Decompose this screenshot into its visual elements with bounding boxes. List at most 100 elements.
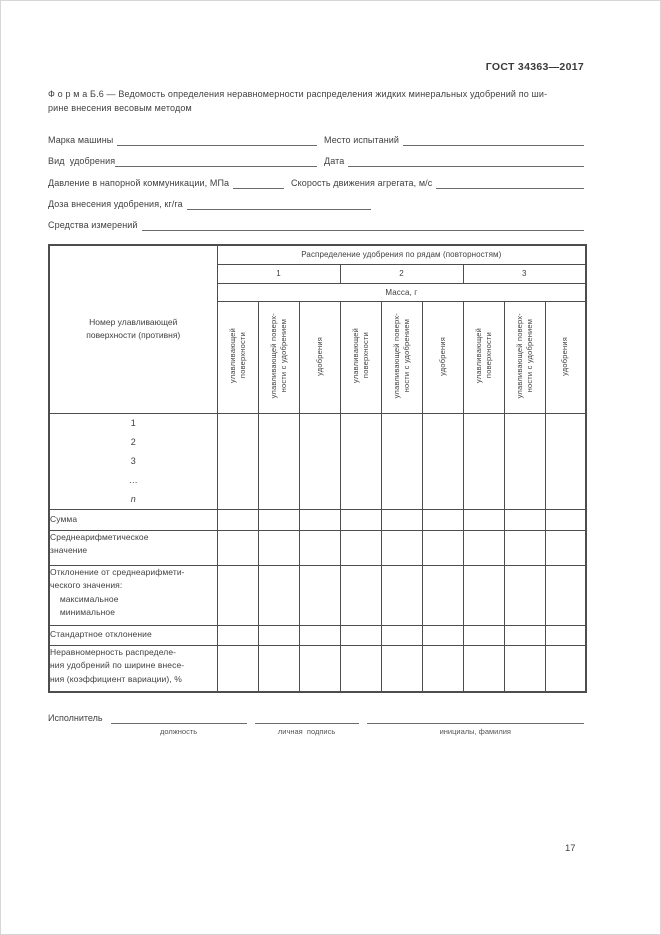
field-row-instruments: Средства измерений bbox=[48, 210, 584, 231]
subcol-header-label: удобрения bbox=[560, 336, 570, 376]
index-cell: 1 2 3 … n bbox=[48, 412, 218, 510]
data-cell bbox=[339, 644, 382, 693]
subcol-header-label: удобрения bbox=[314, 336, 324, 376]
field-blank-pressure bbox=[233, 175, 284, 189]
subcol-header-fertilizer: удобрения bbox=[421, 300, 464, 414]
distribution-header-cell: Распределение удобрения по рядам (повтор… bbox=[216, 244, 587, 265]
signature-name: инициалы, фамилия bbox=[366, 709, 584, 736]
field-label-instruments: Средства измерений bbox=[48, 219, 138, 230]
data-cell bbox=[339, 564, 382, 626]
field-label-dose: Доза внесения удобрения, кг/га bbox=[48, 198, 183, 209]
data-cell bbox=[380, 412, 423, 510]
row-label-deviation: Отклонение от среднеарифмети- ческого зн… bbox=[48, 564, 218, 626]
data-cell bbox=[339, 624, 382, 646]
data-cell bbox=[462, 624, 505, 646]
data-cell bbox=[503, 412, 546, 510]
data-cell bbox=[216, 508, 259, 531]
data-cell bbox=[257, 412, 300, 510]
row-label-unevenness: Неравномерность распределе- ния удобрени… bbox=[48, 644, 218, 693]
signature-line-personal bbox=[254, 709, 359, 724]
field-blank-machine bbox=[117, 132, 317, 147]
data-cell bbox=[298, 644, 341, 693]
data-cell bbox=[462, 529, 505, 566]
repetition-header-3: 3 bbox=[462, 263, 587, 284]
data-cell bbox=[298, 412, 341, 510]
data-cell bbox=[503, 529, 546, 566]
subcol-header-label: улавливающей поверхности bbox=[227, 328, 247, 384]
corner-header-cell: Номер улавливающей поверхности (противня… bbox=[48, 244, 218, 414]
doc-code: ГОСТ 34363—2017 bbox=[485, 61, 584, 73]
field-blank-instruments bbox=[141, 217, 584, 231]
row-label-mean: Среднеарифметическое значение bbox=[48, 529, 218, 566]
field-speed: Скорость движения агрегата, м/с bbox=[291, 175, 584, 189]
field-blank-fertilizer bbox=[115, 153, 317, 168]
data-cell bbox=[257, 508, 300, 531]
data-cell bbox=[421, 508, 464, 531]
data-cell bbox=[380, 508, 423, 531]
data-cell bbox=[380, 644, 423, 693]
index-numbers: 1 2 3 … bbox=[128, 417, 138, 485]
data-cell bbox=[216, 624, 259, 646]
signature-position: должность bbox=[110, 709, 247, 736]
data-cell bbox=[298, 564, 341, 626]
data-cell bbox=[380, 564, 423, 626]
data-cell bbox=[503, 508, 546, 531]
data-cell bbox=[380, 529, 423, 566]
executor-block: Исполнитель должность личная подпись ини… bbox=[48, 709, 584, 736]
field-label-pressure: Давление в напорной коммуникации, МПа bbox=[48, 177, 230, 188]
field-date: Дата bbox=[324, 153, 584, 168]
form-title: Ф о р м а Б.6 — Ведомость определения не… bbox=[48, 89, 548, 113]
mass-header-cell: Масса, г bbox=[216, 282, 587, 302]
subcol-header-label: улавливающей поверхности bbox=[473, 328, 493, 384]
data-cell bbox=[503, 624, 546, 646]
index-n: n bbox=[130, 493, 136, 504]
data-cell bbox=[544, 564, 587, 626]
data-cell bbox=[216, 644, 259, 693]
field-row-machine: Марка машины Место испытаний bbox=[48, 125, 584, 147]
surface-index-list: 1 2 3 … n bbox=[50, 414, 217, 509]
subcol-header-fertilizer: удобрения bbox=[544, 300, 587, 414]
field-label-speed: Скорость движения агрегата, м/с bbox=[291, 177, 433, 188]
data-cell bbox=[257, 624, 300, 646]
data-cell bbox=[216, 412, 259, 510]
field-dose: Доза внесения удобрения, кг/га bbox=[48, 196, 371, 210]
data-cell bbox=[339, 508, 382, 531]
subcol-header-label: улавливающей поверх- ности с удобрением bbox=[268, 313, 288, 399]
results-table: Номер улавливающей поверхности (противня… bbox=[48, 244, 588, 693]
data-cell bbox=[298, 624, 341, 646]
subcol-header-surface: улавливающей поверхности bbox=[216, 300, 259, 414]
data-cell bbox=[462, 508, 505, 531]
repetition-header-1: 1 bbox=[216, 263, 341, 284]
subcol-header-label: улавливающей поверх- ности с удобрением bbox=[514, 313, 534, 399]
field-row-pressure: Давление в напорной коммуникации, МПа Ск… bbox=[48, 167, 584, 189]
subcol-header-fertilizer: удобрения bbox=[298, 300, 341, 414]
field-blank-date bbox=[348, 153, 584, 168]
data-cell bbox=[544, 508, 587, 531]
data-cell bbox=[298, 508, 341, 531]
data-cell bbox=[421, 644, 464, 693]
subcol-header-surface-with-fertilizer: улавливающей поверх- ности с удобрением bbox=[380, 300, 423, 414]
data-cell bbox=[298, 529, 341, 566]
data-cell bbox=[462, 564, 505, 626]
form-fields: Марка машины Место испытаний Вид удобрен… bbox=[48, 125, 584, 231]
data-cell bbox=[503, 644, 546, 693]
data-cell bbox=[462, 412, 505, 510]
signature-personal: личная подпись bbox=[254, 709, 359, 736]
data-cell bbox=[544, 624, 587, 646]
field-blank-place bbox=[403, 132, 584, 147]
row-label-stddev: Стандартное отклонение bbox=[48, 624, 218, 646]
data-cell bbox=[216, 564, 259, 626]
signature-caption-personal: личная подпись bbox=[277, 727, 336, 736]
data-cell bbox=[380, 624, 423, 646]
data-cell bbox=[257, 564, 300, 626]
executor-label: Исполнитель bbox=[48, 713, 103, 723]
field-place: Место испытаний bbox=[324, 132, 584, 147]
data-cell bbox=[216, 529, 259, 566]
data-cell bbox=[257, 529, 300, 566]
data-cell bbox=[544, 529, 587, 566]
signature-caption-position: должность bbox=[159, 727, 198, 736]
subcol-header-surface: улавливающей поверхности bbox=[462, 300, 505, 414]
data-cell bbox=[421, 529, 464, 566]
data-cell bbox=[544, 644, 587, 693]
